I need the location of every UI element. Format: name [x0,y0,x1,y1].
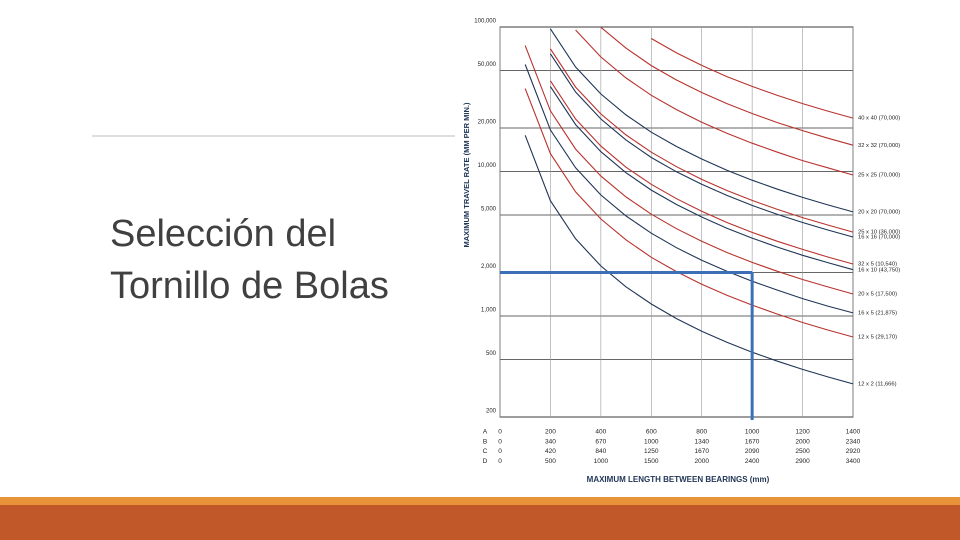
y-tick-label: 500 [486,351,497,357]
series-line [549,28,854,213]
x-tick-label: 1000 [594,458,609,465]
x-tick-label: 400 [595,429,606,436]
x-tick-label: 0 [498,429,502,436]
y-axis-title: MAXIMUM TRAVEL RATE (MM PER MIN.) [462,102,471,247]
x-tick-label: 0 [498,458,502,465]
series-label: 12 x 2 (11,666) [858,381,897,387]
y-tick-label: 5,000 [481,207,497,213]
series-line [549,86,854,271]
x-tick-label: 420 [545,448,556,455]
x-tick-label: 1200 [795,429,810,436]
x-tick-label: 2000 [694,458,709,465]
x-tick-label: 1340 [694,438,709,445]
y-tick-label: 100,000 [474,19,496,25]
x-tick-label: 2090 [745,448,760,455]
series-label: 16 x 5 (21,875) [858,310,897,316]
title-line: Tornillo de Bolas [110,265,389,307]
series-line [549,48,854,233]
x-tick-label: 2400 [745,458,760,465]
series-line [651,38,854,119]
x-tick-label: 200 [545,429,556,436]
series-label: 25 x 10 (36,000) [858,230,900,236]
x-tick-label: 670 [595,438,606,445]
series-label: 32 x 32 (70,000) [858,143,900,149]
x-row-name: A [483,429,488,436]
x-tick-label: 2900 [795,458,810,465]
x-tick-label: 800 [696,429,707,436]
series-label: 25 x 25 (70,000) [858,173,900,179]
x-tick-label: 1500 [644,458,659,465]
y-tick-label: 200 [486,409,497,415]
series-line [524,64,854,314]
series-label: 16 x 10 (43,750) [858,267,900,273]
title-line: Selección del [110,213,337,255]
x-row-name: C [483,448,488,455]
y-tick-label: 50,000 [478,62,497,68]
series-line [524,45,854,295]
series-label: 16 x 16 (70,000) [858,235,900,241]
y-tick-label: 20,000 [478,120,497,126]
footer-stripe [0,497,960,505]
series-line [549,80,854,265]
series-label: 40 x 40 (70,000) [858,116,900,122]
x-tick-label: 2340 [846,438,861,445]
x-tick-label: 0 [498,438,502,445]
x-tick-label: 1670 [745,438,760,445]
x-tick-label: 600 [646,429,657,436]
y-tick-label: 1,000 [481,308,497,314]
x-axis-title: MAXIMUM LENGTH BETWEEN BEARINGS (mm) [587,475,770,484]
series-line [524,88,854,338]
x-tick-label: 2920 [846,448,861,455]
slide-title: Selección del Tornillo de Bolas [110,208,389,312]
series-line [549,53,854,238]
series-label: 12 x 5 (29,170) [858,334,897,340]
x-row-name: B [483,438,487,445]
series-label: 32 x 5 (10,540) [858,262,897,268]
x-tick-label: 3400 [846,458,861,465]
series-label: 20 x 20 (70,000) [858,209,900,215]
series-line [575,29,854,176]
x-tick-label: 0 [498,448,502,455]
y-tick-label: 2,000 [481,264,497,270]
x-tick-label: 340 [545,438,556,445]
x-tick-label: 1250 [644,448,659,455]
footer-bar [0,505,960,540]
x-tick-label: 2000 [795,438,810,445]
series-label: 20 x 5 (17,500) [858,292,897,298]
x-tick-label: 1670 [694,448,709,455]
x-tick-label: 840 [595,448,606,455]
y-tick-label: 10,000 [478,163,497,169]
x-tick-label: 1000 [745,429,760,436]
x-tick-label: 2500 [795,448,810,455]
series-line [600,26,854,146]
x-tick-label: 500 [545,458,556,465]
x-tick-label: 1000 [644,438,659,445]
x-tick-label: 1400 [846,429,861,436]
series-line [524,135,854,385]
x-row-name: D [483,458,488,465]
